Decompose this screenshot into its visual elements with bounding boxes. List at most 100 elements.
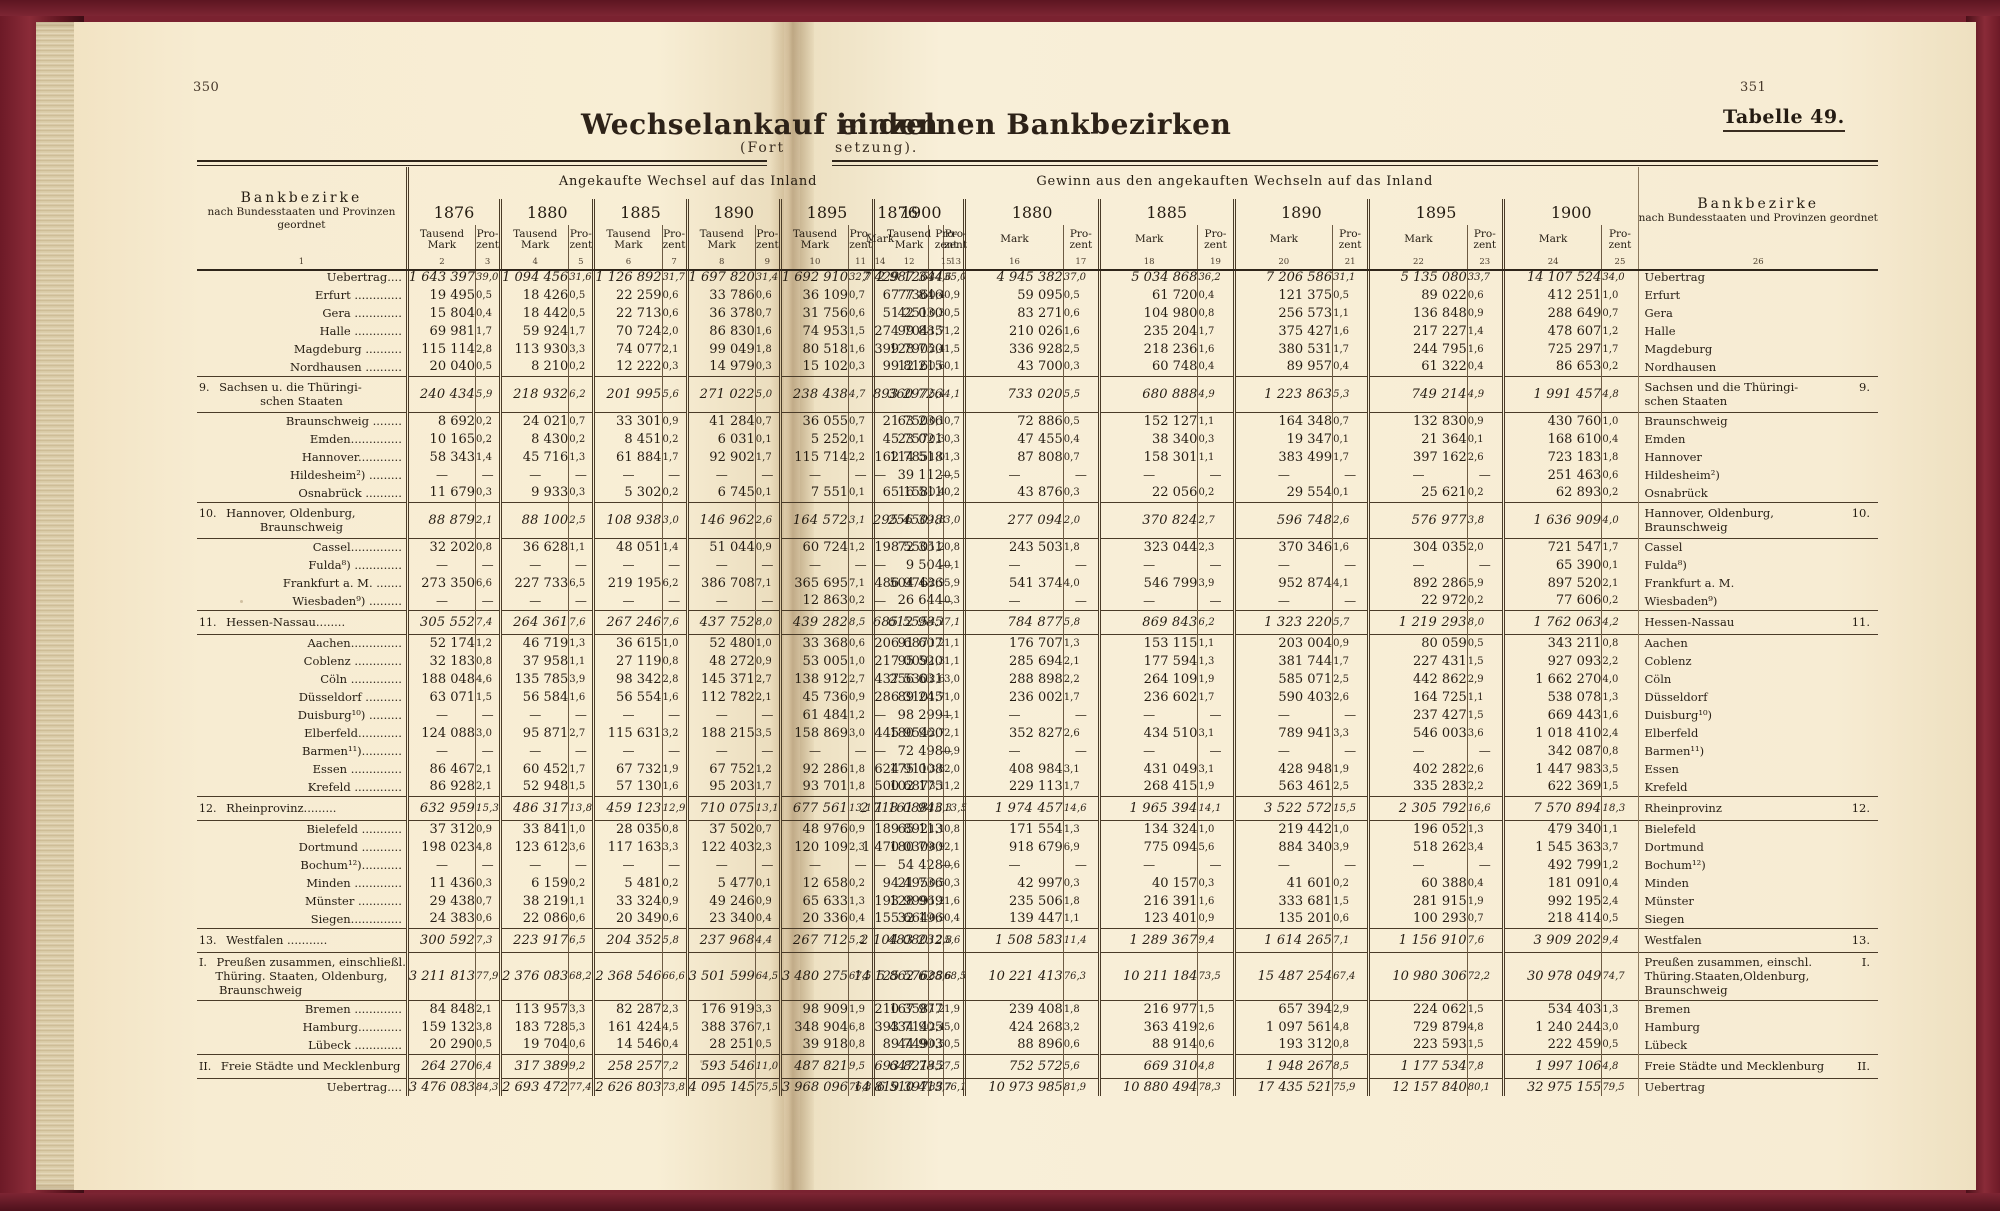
cell-percent: 2,4 [928,1018,965,1036]
table-row: I. Preußen zusammen, einschließl. Thüring… [197,952,968,1000]
cell-percent: 1,8 [848,760,874,778]
cell-percent: — [1197,592,1235,610]
table-row: 685 555 4,1 784 877 5,8 869 843 6,2 1 323 220 5… [832,610,1878,634]
cell-value: 5 135 080 [1367,268,1468,286]
stub-header-title: Bankbezirke [240,189,363,206]
cell-value: 370 824 [1097,502,1198,538]
cell-percent: 13,8 [568,796,594,820]
cell-value: 439 282 [778,610,849,634]
cell-percent: 4,8 [1332,1018,1369,1036]
cell-value: 188 215 [685,724,756,742]
table-row: — — — — — — — — — —65 390 0,1 Fulda⁸) [832,556,1878,574]
group-label: Sachsen u. die Thüringi- [219,380,362,394]
page-title-part2: einzelnen Bankbezirken [839,108,1232,141]
cell-value: 61 720 [1097,286,1198,304]
cell-percent: 0,4 [1466,358,1504,376]
cell-value: 139 447 [963,910,1064,928]
table-row: 14 125 576 85,6 10 221 413 76,3 10 211 184 73… [832,952,1878,1000]
cell-value: — [592,742,663,760]
year-header-1876-inland: 1876 [405,199,501,225]
cell-value: 123 612 [499,838,569,856]
cell-percent: — [661,706,688,724]
year-header-1890-inland: 1890 [685,199,781,225]
cell-value: 92 902 [685,448,756,466]
cell-percent: 2,5 [1332,670,1369,688]
cell-percent: 0,6 [848,304,874,322]
cell-value: — [963,706,1064,724]
cell-percent: 0,1 [928,412,965,430]
cell-percent: 1,9 [848,1000,874,1018]
cell-percent: 1,7 [1601,538,1638,556]
cell-percent: — [928,556,965,574]
column-number-9: 9 [754,255,781,268]
cell-percent: 3,1 [848,502,874,538]
cell-value: 61 884 [592,448,663,466]
cell-value: 1 018 410 [1501,724,1602,742]
cell-value: 146 962 [685,502,756,538]
stub-header-sub: nach Bundesstaaten und Provinzen geordne… [207,205,396,231]
cell-value: 51 044 [685,538,756,556]
cell-percent: 73,8 [661,1078,688,1096]
cell-percent: 0,7 [475,892,501,910]
cell-value: 1 470 030 [861,839,929,855]
cell-value: 52 948 [499,778,569,796]
cell-percent: 3,4 [1466,838,1504,856]
table-row: Magdeburg .......... 115 114 2,8 113 930 3,3… [197,340,968,358]
cell-percent: — [1197,706,1235,724]
cell-value: 1 240 244 [1501,1018,1602,1036]
cell-percent: 0,2 [1601,358,1638,376]
cell-value: 669 310 [1097,1054,1198,1078]
cell-value: 1 094 456 [499,268,569,286]
cell-value: 223 917 [499,928,569,952]
cell-value: 721 547 [1501,538,1602,556]
cell-value: 992 195 [1501,892,1602,910]
cell-percent: 0,4 [1601,430,1638,448]
row-label: Braunschweig ........ [285,414,402,429]
cell-percent: 0,9 [1466,412,1504,430]
group-number-right: 10. [1851,506,1870,520]
column-number-7: 7 [661,255,688,268]
group-number-right: II. [1857,1059,1870,1073]
cell-percent: 2,3 [848,838,874,856]
unit-header-mark: Mark [1232,225,1333,255]
cell-value: 12 863 [778,592,849,610]
cell-value: 67 752 [685,760,756,778]
group-label-right-line3: Braunschweig [1644,983,1728,997]
cell-percent: 1,6 [568,688,594,706]
cell-value: 20 290 [405,1036,476,1054]
table-row: 624 911 3,8 408 984 3,1 431 049 3,1 428 948 1,9… [832,760,1878,778]
cell-value: 22 972 [1367,592,1468,610]
cell-value: 37 312 [405,820,476,838]
cell-percent: 85,6 [928,952,965,1000]
table-row: Bochum¹²)........... — — — — — — — — — —54 428 0,6 [197,856,968,874]
cell-percent: 0,9 [475,820,501,838]
cell-percent: 1,3 [1062,820,1100,838]
cell-percent: 33,7 [1466,268,1504,286]
row-label: Emden.............. [309,432,402,446]
table-row: 14 819 397 89,7 10 973 985 81,9 10 880 494 78… [832,1078,1878,1096]
cell-percent: 2,2 [848,448,874,466]
cell-value: 1 156 910 [1367,928,1468,952]
cell-percent: 1,3 [1466,820,1504,838]
cell-percent: — [848,856,874,874]
cell-value: 1 697 820 [685,268,756,286]
cell-percent: 1,7 [928,322,965,340]
cell-percent: 1,6 [1197,340,1235,358]
table-row: Frankfurt a. M. ....... 273 350 6,6 227 733… [197,574,968,592]
cell-value: — [778,466,849,484]
cell-percent: 1,3 [1601,688,1638,706]
row-label-right: Bochum¹²) [1644,858,1706,872]
cell-value: 67 736 [882,287,929,303]
cell-value: 585 071 [1232,670,1333,688]
row-label: Halle ............. [319,324,402,338]
cell-value: 124 088 [405,724,476,742]
row-label: Bochum¹²)........... [300,858,402,872]
cell-percent: 1,2 [848,706,874,724]
cell-percent: 0,1 [754,874,781,892]
cell-percent: 0,5 [1332,286,1369,304]
row-label-right: Barmen¹¹) [1644,744,1705,758]
cell-value: 3 909 202 [1501,928,1602,952]
group-label: Hannover, Oldenburg, [226,506,356,520]
row-label: Cöln .............. [320,672,402,686]
row-label-right: Emden [1644,432,1686,446]
